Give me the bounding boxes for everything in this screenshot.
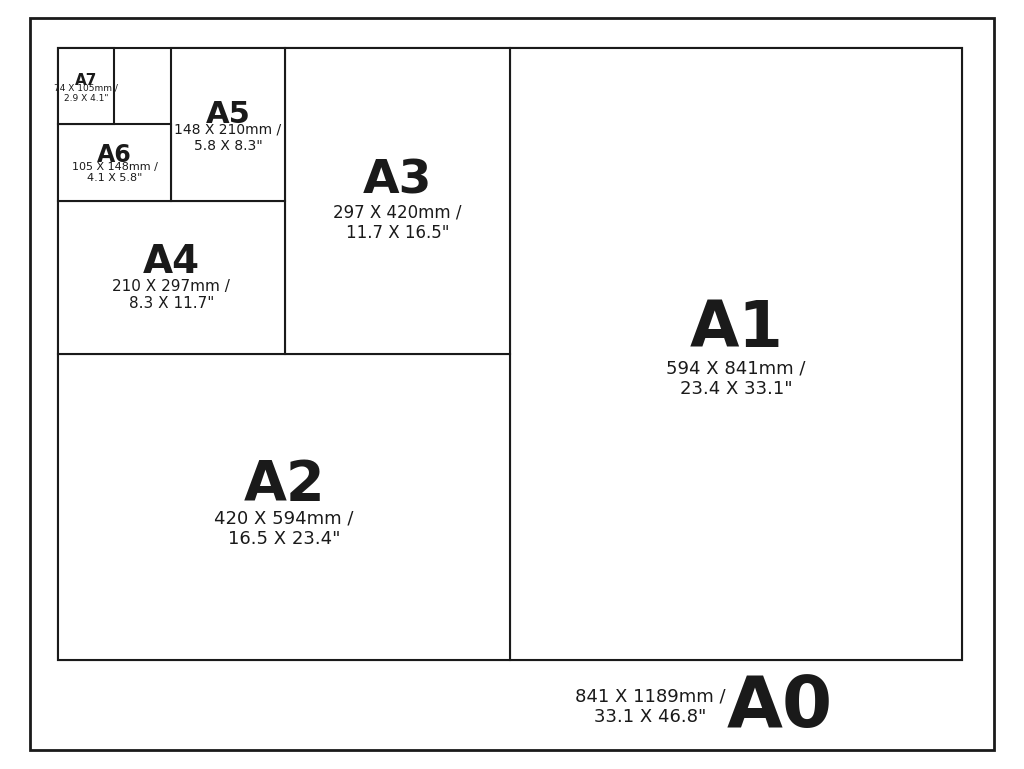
Text: A3: A3 xyxy=(362,158,432,203)
Text: A1: A1 xyxy=(689,298,783,360)
Bar xyxy=(58,48,962,660)
Text: A5: A5 xyxy=(206,100,250,129)
Text: 297 X 420mm /
11.7 X 16.5": 297 X 420mm / 11.7 X 16.5" xyxy=(333,204,462,242)
Bar xyxy=(171,48,285,201)
Text: 105 X 148mm /
4.1 X 5.8": 105 X 148mm / 4.1 X 5.8" xyxy=(72,161,158,184)
Text: 420 X 594mm /
16.5 X 23.4": 420 X 594mm / 16.5 X 23.4" xyxy=(214,509,354,548)
Text: 594 X 841mm /
23.4 X 33.1": 594 X 841mm / 23.4 X 33.1" xyxy=(667,360,806,398)
Bar xyxy=(58,125,171,201)
Text: A0: A0 xyxy=(727,673,834,741)
Text: A7: A7 xyxy=(75,73,97,88)
Bar xyxy=(58,354,510,660)
Text: 74 X 105mm /
2.9 X 4.1": 74 X 105mm / 2.9 X 4.1" xyxy=(54,84,118,103)
Text: A2: A2 xyxy=(244,458,325,512)
Text: A4: A4 xyxy=(142,243,200,281)
Text: 210 X 297mm /
8.3 X 11.7": 210 X 297mm / 8.3 X 11.7" xyxy=(113,279,230,311)
Bar xyxy=(58,201,285,354)
Text: A6: A6 xyxy=(97,142,132,167)
Bar xyxy=(285,48,510,354)
Bar xyxy=(510,48,962,660)
Bar xyxy=(58,48,115,125)
Text: 148 X 210mm /
5.8 X 8.3": 148 X 210mm / 5.8 X 8.3" xyxy=(174,122,282,152)
Text: 841 X 1189mm /
33.1 X 46.8": 841 X 1189mm / 33.1 X 46.8" xyxy=(574,687,725,727)
